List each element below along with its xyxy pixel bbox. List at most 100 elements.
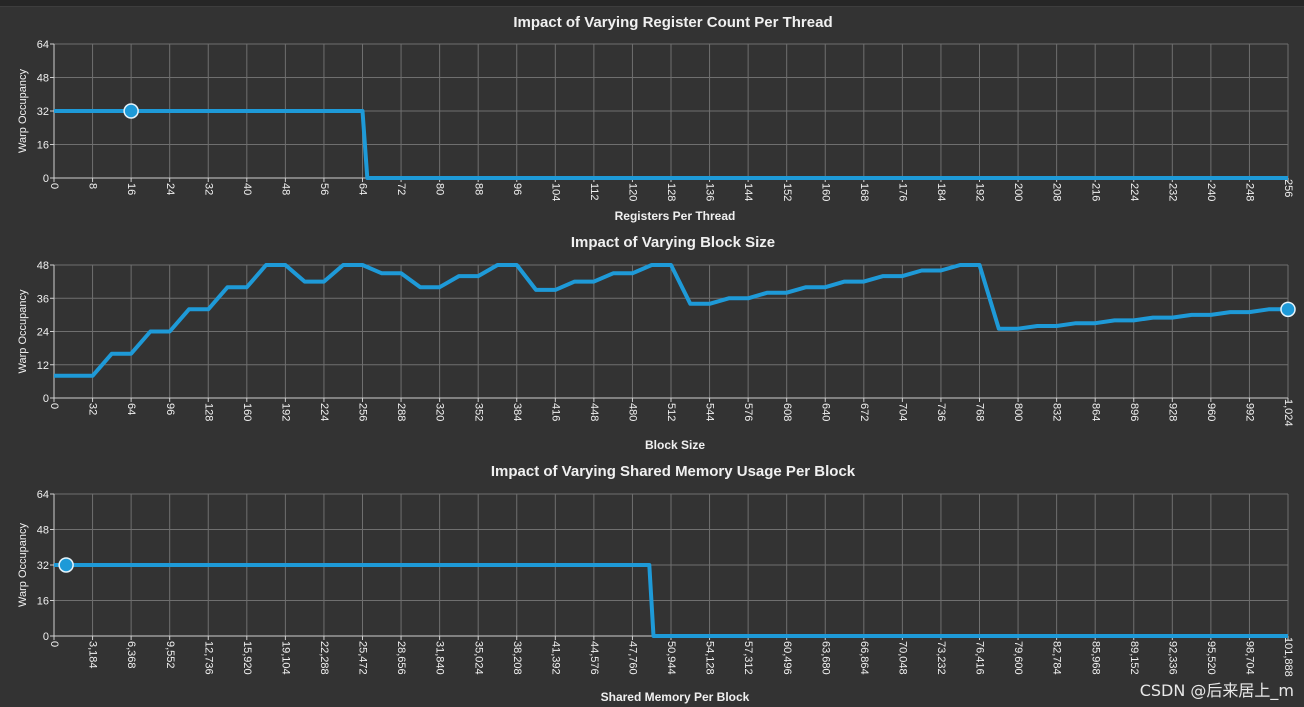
x-tick-label: 76,416 [974, 641, 986, 675]
x-tick-label: 352 [472, 403, 484, 421]
x-tick-label: 112 [588, 183, 600, 201]
x-tick-label: 168 [858, 183, 870, 201]
y-axis-label: Warp Occupancy [17, 289, 29, 373]
x-tick-label: 416 [549, 403, 561, 421]
x-tick-label: 0 [48, 403, 60, 409]
x-tick-label: 92,336 [1166, 641, 1178, 675]
x-tick-label: 160 [819, 183, 831, 201]
x-tick-label: 152 [781, 183, 793, 201]
x-tick-label: 57,312 [742, 641, 754, 675]
x-tick-label: 192 [974, 183, 986, 201]
x-tick-label: 89,152 [1128, 641, 1140, 675]
x-tick-label: 736 [935, 403, 947, 421]
current-config-marker [58, 557, 74, 573]
y-tick-label: 0 [43, 393, 49, 405]
x-tick-label: 248 [1244, 183, 1256, 201]
x-tick-label: 768 [974, 403, 986, 421]
x-tick-label: 480 [627, 403, 639, 421]
x-tick-label: 544 [704, 403, 716, 421]
x-tick-label: 70,048 [896, 641, 908, 675]
x-tick-label: 31,840 [434, 641, 446, 675]
current-config-marker [1280, 301, 1296, 318]
y-tick-label: 12 [37, 360, 49, 372]
x-tick-label: 66,864 [858, 641, 870, 675]
x-tick-label: 672 [858, 403, 870, 421]
x-tick-label: 44,576 [588, 641, 600, 675]
x-tick-label: 88 [472, 183, 484, 195]
x-tick-label: 98,704 [1244, 641, 1256, 675]
x-tick-label: 80 [434, 183, 446, 195]
y-tick-label: 48 [37, 260, 49, 272]
y-axis-label: Warp Occupancy [17, 69, 29, 153]
x-tick-label: 800 [1012, 403, 1024, 421]
x-tick-label: 128 [202, 403, 214, 421]
x-tick-label: 8 [87, 183, 99, 189]
x-tick-label: 576 [742, 403, 754, 421]
x-tick-label: 208 [1051, 183, 1063, 201]
current-config-marker [123, 103, 139, 119]
y-tick-label: 16 [37, 140, 49, 152]
x-tick-label: 176 [896, 183, 908, 201]
y-tick-label: 48 [37, 525, 49, 537]
x-tick-label: 144 [742, 183, 754, 201]
x-tick-label: 320 [434, 403, 446, 421]
x-tick-label: 25,472 [357, 641, 369, 675]
x-tick-label: 32 [202, 183, 214, 195]
series-line [54, 109, 1288, 180]
y-tick-label: 48 [37, 73, 49, 85]
x-tick-label: 216 [1089, 183, 1101, 201]
x-tick-label: 40 [241, 183, 253, 195]
x-tick-label: 72 [395, 183, 407, 195]
x-tick-label: 992 [1244, 403, 1256, 421]
chart-3: Impact of Varying Shared Memory Usage Pe… [17, 463, 1294, 704]
y-axis-label: Warp Occupancy [17, 523, 29, 607]
x-tick-label: 101,888 [1282, 637, 1294, 677]
x-tick-label: 38,208 [511, 641, 523, 675]
x-tick-label: 896 [1128, 403, 1140, 421]
y-tick-label: 36 [37, 293, 49, 305]
x-tick-label: 224 [318, 403, 330, 421]
x-tick-label: 64 [125, 403, 137, 415]
x-tick-label: 35,024 [472, 641, 484, 675]
x-tick-label: 60,496 [781, 641, 793, 675]
x-tick-label: 960 [1205, 403, 1217, 421]
series-line [54, 263, 1288, 378]
x-axis-label: Block Size [645, 438, 705, 452]
x-tick-label: 832 [1051, 403, 1063, 421]
x-tick-label: 19,104 [279, 641, 291, 675]
y-tick-label: 64 [37, 39, 49, 51]
x-tick-label: 12,736 [202, 641, 214, 675]
window-top-edge [0, 0, 1304, 7]
x-tick-label: 64 [357, 183, 369, 195]
x-tick-label: 16 [125, 183, 137, 195]
x-tick-label: 82,784 [1051, 641, 1063, 675]
x-tick-label: 15,920 [241, 641, 253, 675]
x-tick-label: 256 [1282, 179, 1294, 197]
x-tick-label: 232 [1166, 183, 1178, 201]
x-tick-label: 104 [549, 183, 561, 201]
y-tick-label: 0 [43, 173, 49, 185]
x-tick-label: 224 [1128, 183, 1140, 201]
x-tick-label: 256 [357, 403, 369, 421]
x-tick-label: 184 [935, 183, 947, 201]
chart-title: Impact of Varying Block Size [571, 234, 775, 251]
series-line [54, 563, 1288, 638]
x-tick-label: 73,232 [935, 641, 947, 675]
x-tick-label: 6,368 [125, 641, 137, 669]
x-tick-label: 22,288 [318, 641, 330, 675]
x-tick-label: 136 [704, 183, 716, 201]
x-tick-label: 0 [48, 641, 60, 647]
x-tick-label: 704 [896, 403, 908, 421]
x-tick-label: 288 [395, 403, 407, 421]
x-tick-label: 1,024 [1282, 399, 1294, 427]
x-tick-label: 192 [279, 403, 291, 421]
x-tick-label: 47,760 [627, 641, 639, 675]
x-tick-label: 85,968 [1089, 641, 1101, 675]
y-tick-label: 16 [37, 596, 49, 608]
x-tick-label: 120 [627, 183, 639, 201]
x-tick-label: 0 [48, 183, 60, 189]
x-tick-label: 448 [588, 403, 600, 421]
y-tick-label: 0 [43, 631, 49, 643]
x-tick-label: 384 [511, 403, 523, 421]
